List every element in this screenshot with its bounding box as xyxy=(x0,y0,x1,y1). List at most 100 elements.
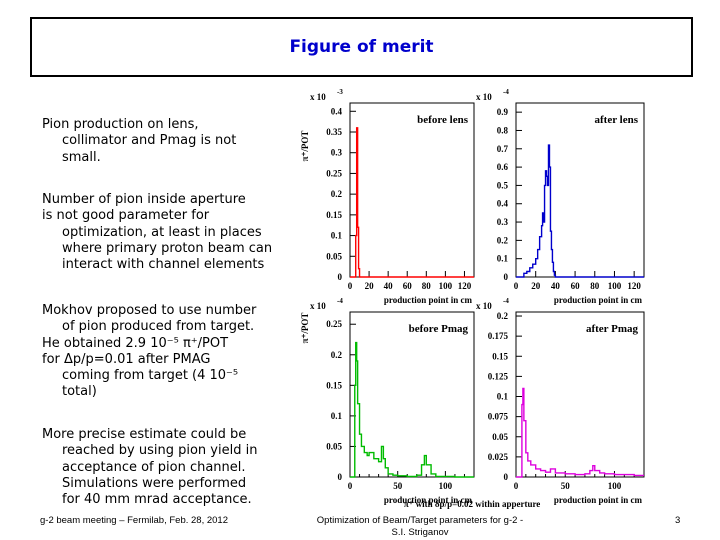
text-line: Pion production on lens, xyxy=(42,117,199,132)
y-tick-label: 0.7 xyxy=(497,144,509,154)
chart-panel-2: x 10 -4 0 0.1 0.2 0.3 0.4 0.5 0.6 0.7 0.8 0.9 0 20 40 6… xyxy=(476,88,645,305)
text-line: Mokhov proposed to use number xyxy=(42,303,257,318)
y-tick-label: 0.6 xyxy=(497,162,509,172)
text-line: reached by using pion yield in xyxy=(62,443,258,459)
y-tick-label: 0.3 xyxy=(331,148,343,158)
y-tick-label: 0.15 xyxy=(492,351,508,361)
text-line: acceptance of pion channel. xyxy=(62,459,246,475)
x-tick-label: 0 xyxy=(348,481,353,491)
x-tick-label: 40 xyxy=(384,281,394,291)
title-box: Figure of merit xyxy=(30,17,693,77)
paragraph-4: More precise estimate could be reached b… xyxy=(42,427,292,508)
text-line: He obtained 2.9 10⁻⁵ π⁺/POT xyxy=(42,335,229,351)
panel-title: before Pmag xyxy=(409,323,469,335)
text-line: Simulations were performed xyxy=(62,475,247,491)
paragraph-2: Number of pion inside aperture is not go… xyxy=(42,192,292,273)
y-tick-label: 0.15 xyxy=(326,380,342,390)
text-line: is not good parameter for xyxy=(42,208,210,224)
y-axis-label-top: π⁺/POT xyxy=(300,131,310,162)
figure-caption: π⁺ with δp/p=0.02 within apperture xyxy=(404,499,541,509)
footer-title: Optimization of Beam/Target parameters f… xyxy=(300,515,540,539)
footer-author: S.I. Striganov xyxy=(391,527,449,538)
y-tick-label: 0.1 xyxy=(497,254,509,264)
paragraph-1: Pion production on lens, collimator and … xyxy=(42,117,292,166)
pion-yield-figure: π⁺/POT π⁺/POT x 10 -300.050.10.150.20.250… xyxy=(300,88,645,509)
x-axis-label: production point in cm xyxy=(554,295,643,305)
x-tick-label: 20 xyxy=(531,281,541,291)
plot-frame xyxy=(349,102,475,278)
y-tick-label: 0.4 xyxy=(497,199,509,209)
y-tick-label: 0.1 xyxy=(497,392,509,402)
x-tick-label: 120 xyxy=(627,281,641,291)
chart-panel-3: x 10 -4 0 0.05 0.1 0.15 0.2 0.25 0 50 100 productio… xyxy=(310,297,475,505)
text-line: total) xyxy=(62,384,97,400)
y-tick-label: 0.125 xyxy=(488,371,509,381)
slide-title: Figure of merit xyxy=(289,37,434,57)
x-tick-label: 0 xyxy=(348,281,353,291)
y-tick-label: 0.2 xyxy=(497,311,509,321)
y-tick-label: 0 xyxy=(504,272,509,282)
axis-multiplier: x 10 xyxy=(476,301,492,311)
x-tick-label: 60 xyxy=(403,281,413,291)
x-axis-label: production point in cm xyxy=(384,295,473,305)
text-line: small. xyxy=(62,149,101,165)
x-axis-label: production point in cm xyxy=(554,495,643,505)
y-tick-label: 0.2 xyxy=(331,350,343,360)
y-tick-label: 0.1 xyxy=(331,411,343,421)
chart-panel-1: x 10 -3 0 0.05 0.1 0.15 0.2 0.25 0.3 0.35 0.4 0 20 40… xyxy=(310,88,475,305)
y-tick-label: 0.1 xyxy=(331,231,343,241)
y-tick-label: 0.075 xyxy=(488,412,509,422)
x-tick-label: 20 xyxy=(365,281,375,291)
plot-frame xyxy=(349,311,475,478)
chart-panel-4: x 10 -4 0 0.025 0.05 0.075 0.1 0.125 0.15 0.175 0.… xyxy=(476,297,645,505)
text-line: interact with channel elements xyxy=(62,257,265,273)
text-line: of pion produced from target. xyxy=(62,319,255,335)
x-tick-label: 50 xyxy=(561,481,571,491)
y-tick-label: 0.3 xyxy=(497,217,509,227)
y-tick-label: 0.05 xyxy=(326,251,342,261)
text-line: collimator and Pmag is not xyxy=(62,133,237,149)
y-tick-label: 0.175 xyxy=(488,331,509,341)
x-tick-label: 0 xyxy=(514,481,519,491)
plot-frame xyxy=(515,102,645,278)
plot-frame xyxy=(515,311,645,478)
x-tick-label: 50 xyxy=(393,481,403,491)
y-tick-label: 0.8 xyxy=(497,125,509,135)
y-tick-label: 0 xyxy=(504,472,509,482)
y-tick-label: 0.15 xyxy=(326,210,342,220)
text-line: More precise estimate could be xyxy=(42,427,247,442)
x-tick-label: 100 xyxy=(608,281,622,291)
y-tick-label: 0.9 xyxy=(497,107,509,117)
x-tick-label: 80 xyxy=(422,281,432,291)
text-line: for 40 mm mrad acceptance. xyxy=(62,492,252,508)
y-tick-label: 0.35 xyxy=(326,127,342,137)
panel-title: after Pmag xyxy=(586,323,639,335)
axis-multiplier: x 10 xyxy=(310,92,326,102)
x-tick-label: 100 xyxy=(608,481,622,491)
series-line xyxy=(516,144,644,278)
y-tick-label: 0.25 xyxy=(326,168,342,178)
panel-title: after lens xyxy=(595,114,639,126)
y-tick-label: 0.25 xyxy=(326,319,342,329)
axis-exponent: -4 xyxy=(337,297,343,305)
x-tick-label: 0 xyxy=(514,281,519,291)
y-tick-label: 0.5 xyxy=(497,180,509,190)
axis-exponent: -4 xyxy=(503,88,509,96)
y-tick-label: 0.05 xyxy=(326,441,342,451)
x-axis-label: production point in cm xyxy=(384,495,473,505)
x-tick-label: 100 xyxy=(439,481,453,491)
y-tick-label: 0 xyxy=(338,272,343,282)
y-tick-label: 0.4 xyxy=(331,106,343,116)
text-line: Number of pion inside aperture xyxy=(42,192,246,207)
axis-exponent: -4 xyxy=(503,297,509,305)
axis-multiplier: x 10 xyxy=(310,301,326,311)
panel-title: before lens xyxy=(417,114,469,126)
text-line: coming from target (4 10⁻⁵ xyxy=(62,368,239,384)
y-axis-label-bottom: π⁺/POT xyxy=(300,313,310,344)
page-number: 3 xyxy=(675,515,681,526)
y-tick-label: 0.2 xyxy=(331,189,343,199)
x-tick-label: 60 xyxy=(571,281,581,291)
axis-exponent: -3 xyxy=(337,88,343,96)
footer-title-line: Optimization of Beam/Target parameters f… xyxy=(316,515,524,526)
paragraph-3: Mokhov proposed to use number of pion pr… xyxy=(42,303,292,401)
